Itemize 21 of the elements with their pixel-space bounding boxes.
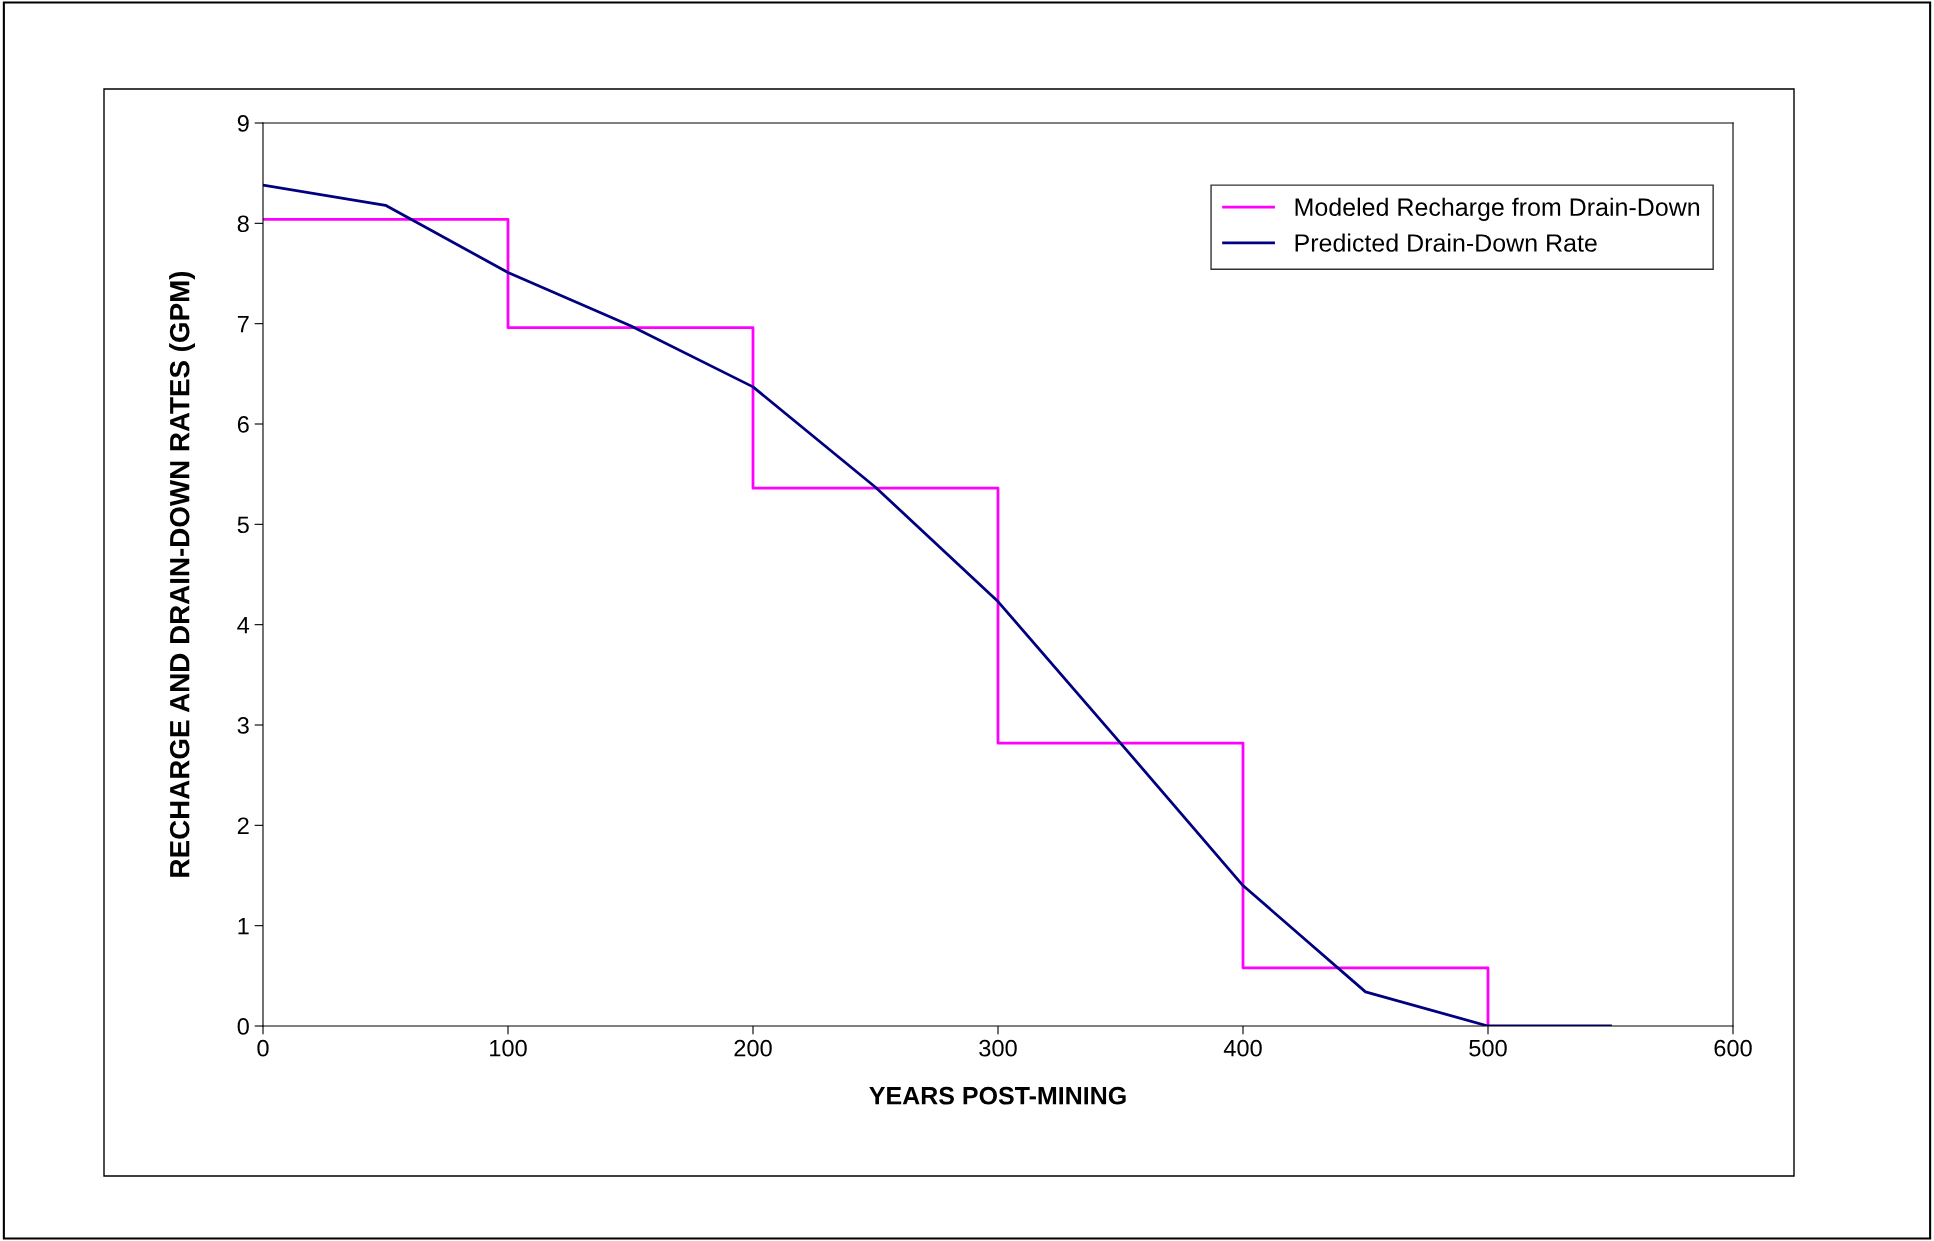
x-tick-label: 300 [979, 1039, 1017, 1057]
y-tick-label: 2 [237, 817, 249, 834]
y-tick-label: 6 [237, 416, 249, 433]
legend-label: Predicted Drain-Down Rate [1295, 233, 1597, 252]
x-tick-label: 100 [490, 1039, 527, 1057]
y-tick-label: 4 [237, 616, 250, 634]
y-tick-label: 9 [237, 115, 249, 132]
y-tick-label: 7 [237, 315, 249, 333]
x-axis-title: YEARS POST-MINING [869, 1086, 1126, 1105]
x-tick-label: 400 [1223, 1039, 1262, 1057]
x-tick-label: 600 [1714, 1039, 1752, 1057]
y-tick-label: 3 [237, 717, 249, 734]
y-tick-label: 1 [238, 917, 249, 935]
y-tick-label: 8 [237, 215, 249, 233]
x-tick-label: 0 [257, 1039, 269, 1057]
x-tick-label: 500 [1469, 1039, 1507, 1057]
y-tick-label: 5 [237, 516, 249, 534]
y-tick-label: 0 [237, 1018, 249, 1035]
x-tick-label: 200 [734, 1039, 772, 1057]
legend-label: Modeled Recharge from Drain-Down [1295, 197, 1700, 221]
y-axis-title: RECHARGE AND DRAIN-DOWN RATES (GPM) [169, 271, 196, 877]
